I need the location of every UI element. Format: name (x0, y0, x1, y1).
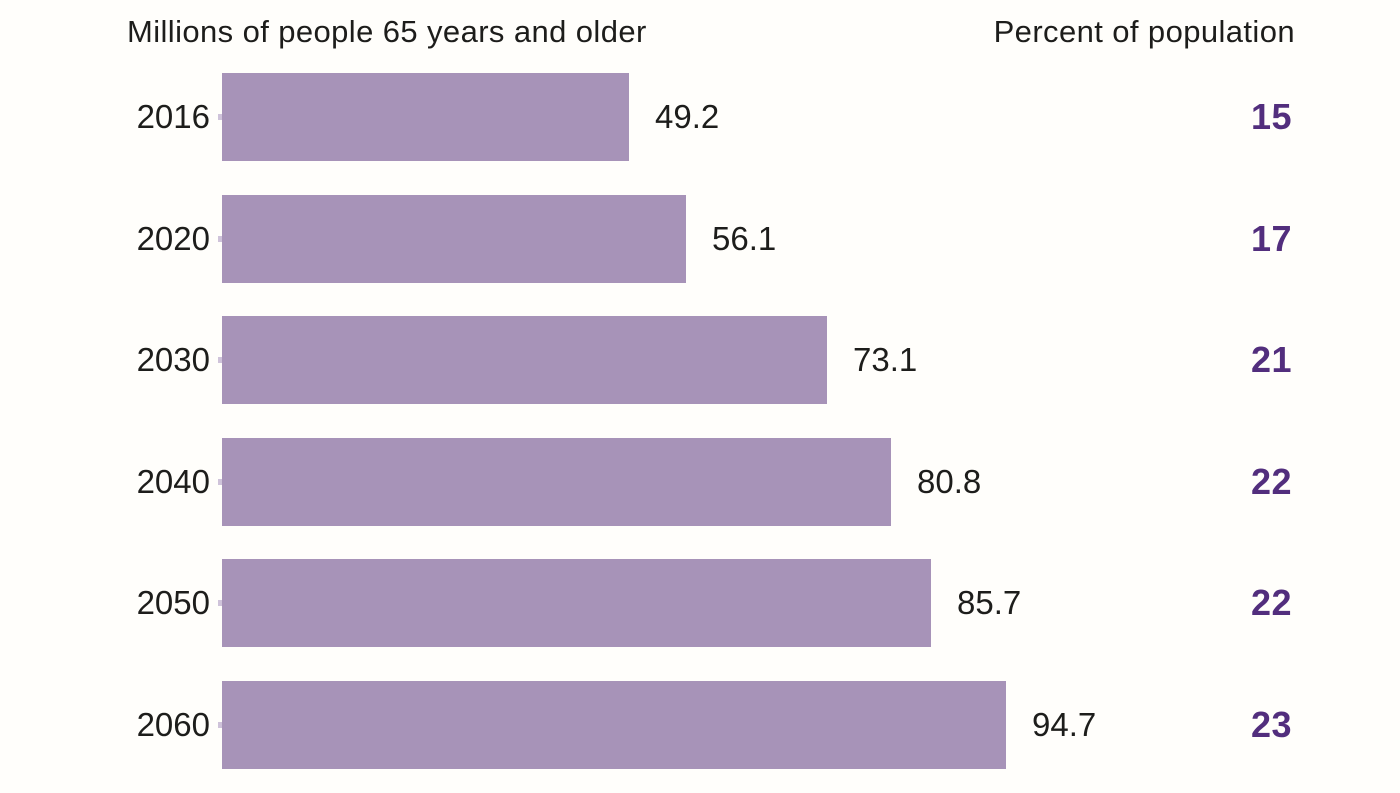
year-label: 2030 (136, 341, 210, 378)
millions-value-label: 80.8 (917, 462, 982, 500)
millions-value-label: 73.1 (853, 341, 918, 378)
percent-value-label: 15 (1250, 96, 1292, 137)
year-label: 2016 (136, 98, 210, 135)
percent-value-label: 22 (1250, 582, 1292, 623)
axis-tick (218, 357, 222, 363)
year-label: 2060 (136, 705, 210, 743)
value-bar (218, 316, 827, 404)
axis-tick (218, 114, 222, 120)
axis-tick (218, 235, 222, 242)
chart-row: 2030 73.1 21 (0, 316, 1400, 404)
percent-value-label: 22 (1250, 460, 1292, 502)
value-bar (218, 73, 629, 161)
chart-row: 2040 80.8 22 (0, 437, 1400, 526)
chart-title-percent: Percent of population (993, 14, 1295, 49)
chart-row: 2060 94.7 23 (0, 680, 1400, 769)
axis-tick (218, 721, 222, 728)
chart-row: 2020 56.1 17 (0, 194, 1400, 283)
value-bar (218, 437, 891, 526)
value-bar (218, 680, 1006, 769)
year-label: 2050 (136, 584, 210, 621)
percent-value-label: 21 (1250, 339, 1292, 380)
millions-value-label: 85.7 (957, 584, 1022, 621)
value-bar (218, 559, 931, 647)
millions-value-label: 49.2 (655, 98, 720, 135)
axis-tick (218, 600, 222, 606)
chart-title-millions: Millions of people 65 years and older (127, 14, 647, 49)
percent-value-label: 23 (1250, 703, 1292, 745)
percent-value-label: 17 (1250, 217, 1292, 259)
year-label: 2040 (136, 462, 210, 500)
millions-value-label: 56.1 (712, 219, 777, 257)
axis-tick (218, 478, 222, 485)
millions-value-label: 94.7 (1032, 705, 1097, 743)
chart-row: 2050 85.7 22 (0, 559, 1400, 647)
year-label: 2020 (136, 219, 210, 257)
chart-row: 2016 49.2 15 (0, 73, 1400, 161)
value-bar (218, 194, 686, 283)
